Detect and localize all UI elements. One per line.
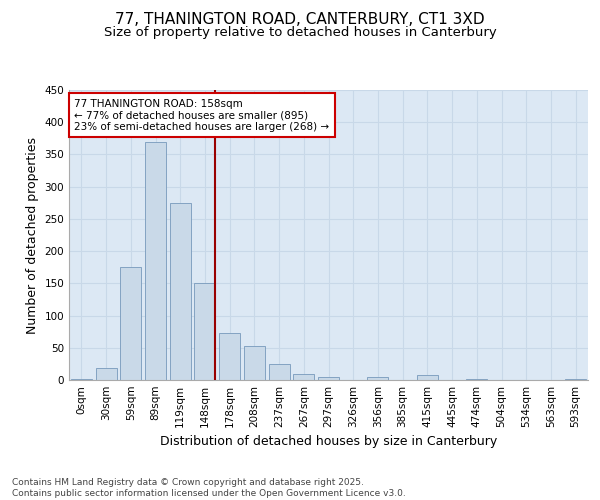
- Bar: [194, 284, 215, 380]
- Text: Contains HM Land Registry data © Crown copyright and database right 2025.
Contai: Contains HM Land Registry data © Crown c…: [12, 478, 406, 498]
- Text: 77, THANINGTON ROAD, CANTERBURY, CT1 3XD: 77, THANINGTON ROAD, CANTERBURY, CT1 3XD: [115, 12, 485, 28]
- Bar: [269, 364, 290, 380]
- Bar: [367, 377, 388, 380]
- Y-axis label: Number of detached properties: Number of detached properties: [26, 136, 39, 334]
- Bar: [170, 203, 191, 380]
- Bar: [417, 376, 438, 380]
- Bar: [244, 346, 265, 380]
- Bar: [219, 333, 240, 380]
- X-axis label: Distribution of detached houses by size in Canterbury: Distribution of detached houses by size …: [160, 436, 497, 448]
- Bar: [565, 378, 586, 380]
- Bar: [145, 142, 166, 380]
- Bar: [293, 374, 314, 380]
- Text: Size of property relative to detached houses in Canterbury: Size of property relative to detached ho…: [104, 26, 496, 39]
- Text: 77 THANINGTON ROAD: 158sqm
← 77% of detached houses are smaller (895)
23% of sem: 77 THANINGTON ROAD: 158sqm ← 77% of deta…: [74, 98, 329, 132]
- Bar: [95, 368, 116, 380]
- Bar: [318, 377, 339, 380]
- Bar: [120, 267, 141, 380]
